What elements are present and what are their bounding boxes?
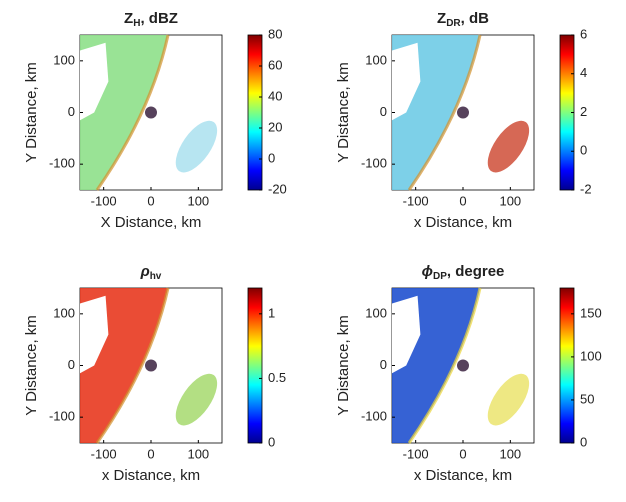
- x-tick-label: 0: [147, 193, 154, 208]
- title-main: Z: [437, 10, 446, 27]
- colorbar: [247, 34, 263, 191]
- x-tick-label: -100: [91, 193, 117, 208]
- title-sub: H: [133, 18, 140, 29]
- y-tick-label: -100: [361, 409, 387, 424]
- colorbar-tick-label: 0.5: [268, 370, 286, 385]
- title-sub: DP: [433, 271, 447, 282]
- title-sub: hv: [150, 271, 162, 282]
- y-tick-label: -100: [49, 156, 75, 171]
- y-tick-label: 100: [53, 52, 75, 67]
- title-main: Z: [124, 10, 133, 27]
- y-tick-label: 0: [380, 104, 387, 119]
- colorbar-tick-label: 80: [268, 26, 282, 41]
- title-rest: , degree: [447, 263, 505, 280]
- title-sub: DR: [446, 18, 461, 29]
- radar-site: [145, 106, 157, 119]
- colorbar-tick-label: 2: [580, 104, 587, 119]
- colorbar-tick-label: 50: [580, 391, 594, 406]
- colorbar-tick-label: 0: [268, 150, 275, 165]
- title-main: ϕ: [422, 263, 433, 280]
- panel: -100 0 100 -100 0 100 x Distance, km Y Distance…: [335, 10, 592, 231]
- x-tick-label: 0: [459, 193, 466, 208]
- x-axis-label: x Distance, km: [414, 214, 512, 231]
- edge-band: [95, 34, 170, 191]
- title-rest: , dBZ: [140, 10, 178, 27]
- x-tick-label: -100: [91, 446, 117, 461]
- x-tick-label: -100: [403, 446, 429, 461]
- radar-site: [457, 106, 469, 119]
- colorbar-tick-label: 40: [268, 88, 282, 103]
- chart-title: ZDR, dB: [437, 10, 489, 29]
- title-rest: , dB: [461, 10, 489, 27]
- colorbar-tick-label: 1: [268, 305, 275, 320]
- x-tick-label: 0: [147, 446, 154, 461]
- colorbar-tick-label: 0: [580, 434, 587, 449]
- x-tick-label: 100: [499, 193, 521, 208]
- echo-cell: [487, 373, 530, 426]
- colorbar-tick-label: 100: [580, 348, 602, 363]
- clear-patch: [80, 295, 109, 374]
- y-tick-label: 0: [68, 357, 75, 372]
- colorbar-tick-label: 0: [268, 434, 275, 449]
- clear-patch: [392, 42, 421, 121]
- y-axis-label: Y Distance, km: [335, 62, 352, 163]
- title-main: ρ: [140, 263, 150, 280]
- y-tick-label: -100: [361, 156, 387, 171]
- edge-band: [407, 34, 482, 191]
- y-tick-label: 100: [365, 305, 387, 320]
- x-tick-label: 100: [187, 193, 209, 208]
- panel: -100 0 100 -100 0 100 X Distance, km Y Distance…: [23, 10, 287, 231]
- radar-site: [457, 359, 469, 372]
- x-tick-label: 100: [499, 446, 521, 461]
- colorbar-tick-label: -20: [268, 181, 287, 196]
- x-tick-label: 0: [459, 446, 466, 461]
- y-tick-label: 0: [68, 104, 75, 119]
- chart-title: ϕDP, degree: [422, 263, 505, 282]
- chart-title: ρhv: [140, 263, 162, 282]
- colorbar-tick-label: 6: [580, 26, 587, 41]
- panel: -100 0 100 -100 0 100 x Distance, km Y Distance…: [335, 263, 602, 484]
- echo-cell: [175, 373, 218, 426]
- colorbar-tick-label: 60: [268, 57, 282, 72]
- x-axis-label: x Distance, km: [102, 467, 200, 484]
- x-axis-label: X Distance, km: [101, 214, 202, 231]
- y-tick-label: 100: [365, 52, 387, 67]
- y-tick-label: -100: [49, 409, 75, 424]
- colorbar-tick-label: 4: [580, 65, 587, 80]
- x-tick-label: 100: [187, 446, 209, 461]
- colorbar: [247, 287, 263, 444]
- x-axis-label: x Distance, km: [414, 467, 512, 484]
- edge-band: [95, 287, 170, 444]
- y-tick-label: 0: [380, 357, 387, 372]
- edge-band: [407, 287, 482, 444]
- colorbar-tick-label: 20: [268, 119, 282, 134]
- echo-cell: [487, 120, 530, 173]
- panel: -100 0 100 -100 0 100 x Distance, km Y Distance…: [23, 263, 286, 484]
- colorbar: [559, 287, 575, 444]
- x-tick-label: -100: [403, 193, 429, 208]
- clear-patch: [392, 295, 421, 374]
- y-axis-label: Y Distance, km: [23, 315, 40, 416]
- y-tick-label: 100: [53, 305, 75, 320]
- y-axis-label: Y Distance, km: [335, 315, 352, 416]
- colorbar-tick-label: 150: [580, 305, 602, 320]
- radar-site: [145, 359, 157, 372]
- colorbar-tick-label: 0: [580, 143, 587, 158]
- colorbar-tick-label: -2: [580, 181, 592, 196]
- clear-patch: [80, 42, 109, 121]
- y-axis-label: Y Distance, km: [23, 62, 40, 163]
- chart-title: ZH, dBZ: [124, 10, 178, 29]
- echo-cell: [175, 120, 218, 173]
